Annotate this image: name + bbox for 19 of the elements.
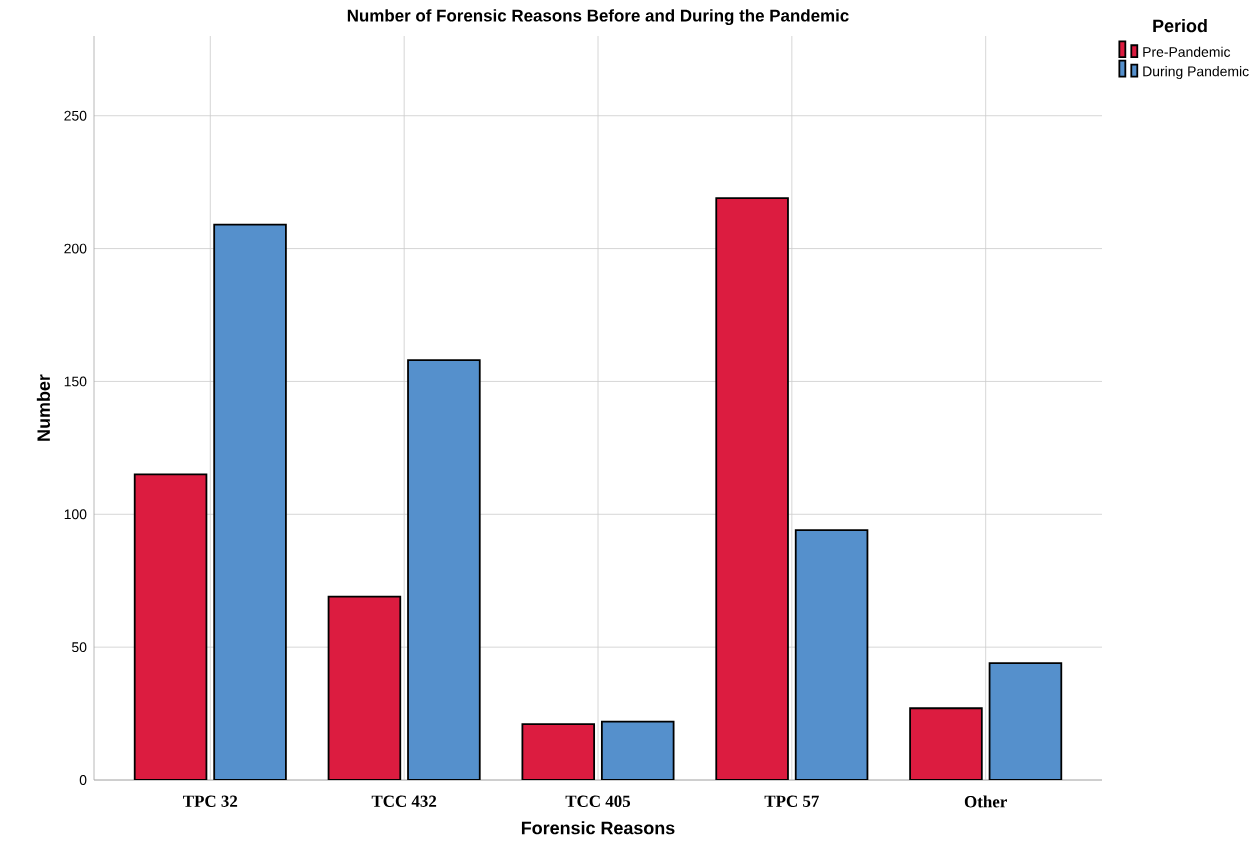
x-tick-label: TPC 57 [764, 795, 819, 807]
bar [521, 723, 596, 780]
bar [133, 473, 208, 780]
x-tick-label: TPC 32 [183, 795, 238, 807]
x-tick-label: Other [964, 795, 1007, 808]
x-tick-label: TCC 405 [565, 795, 631, 807]
bar [407, 359, 481, 780]
chart-title: Number of Forensic Reasons Before and During the Pandemic [347, 9, 849, 26]
bar [600, 720, 675, 780]
bar [327, 595, 402, 780]
y-axis-title: Number [36, 374, 51, 441]
x-axis-title: Forensic Reasons [521, 821, 675, 835]
bar [715, 197, 789, 780]
bar [794, 529, 869, 780]
bar [988, 662, 1063, 780]
legend-title: Period [1153, 19, 1207, 33]
bar [213, 223, 287, 780]
bar [909, 707, 983, 780]
x-tick-label: TCC 432 [371, 795, 437, 807]
